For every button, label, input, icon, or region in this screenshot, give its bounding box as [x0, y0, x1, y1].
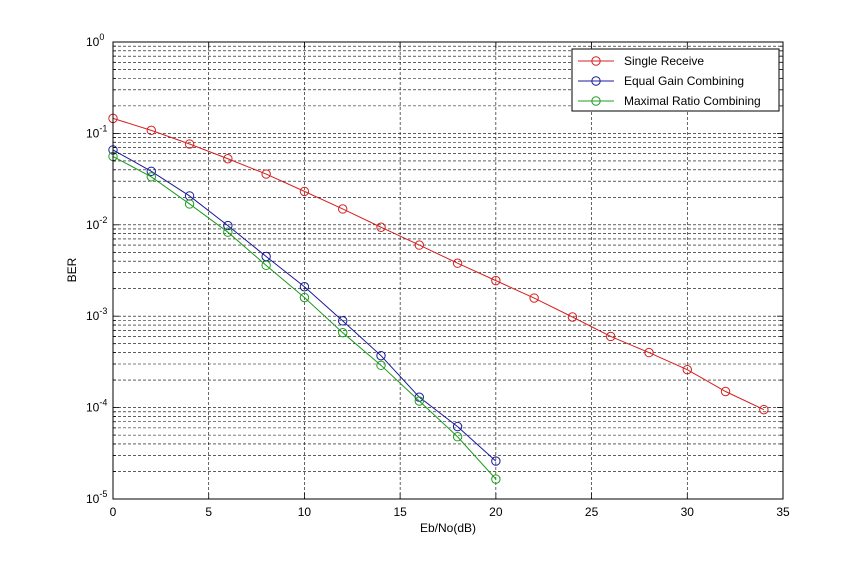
data-point	[376, 350, 386, 361]
data-point	[338, 204, 348, 214]
x-axis-label: Eb/No(dB)	[420, 521, 476, 535]
data-point	[146, 125, 156, 136]
x-tick-label: 15	[393, 505, 407, 519]
series-0	[108, 113, 769, 415]
x-tick-label: 0	[110, 505, 117, 519]
data-point	[491, 275, 501, 286]
series-layer	[108, 113, 769, 484]
data-point	[184, 139, 195, 149]
data-point	[261, 260, 271, 271]
x-tick-label: 35	[776, 505, 790, 519]
data-point	[452, 421, 463, 432]
data-point	[414, 396, 424, 406]
data-point	[529, 293, 539, 303]
legend-swatch-marker	[591, 76, 601, 86]
grid-lines	[113, 42, 783, 499]
data-point	[184, 199, 195, 209]
data-point	[414, 240, 424, 250]
data-point	[759, 404, 769, 415]
legend-item: Maximal Ratio Combining	[578, 94, 761, 108]
data-point	[376, 360, 386, 371]
y-tick-exponent: -3	[99, 306, 107, 316]
legend-item: Equal Gain Combining	[578, 74, 744, 88]
data-point	[338, 316, 348, 326]
x-tick-label: 20	[489, 505, 503, 519]
data-point	[146, 172, 156, 182]
plot-frame	[112, 41, 784, 500]
data-point	[146, 166, 156, 176]
data-point	[491, 474, 501, 484]
x-tick-label: 10	[298, 505, 312, 519]
x-tick-label: 25	[585, 505, 599, 519]
data-point	[644, 347, 654, 358]
y-tick-exponent: -4	[99, 398, 107, 408]
data-point	[338, 327, 348, 338]
data-point	[223, 154, 233, 164]
y-tick-exponent: -2	[99, 215, 107, 225]
x-tick-label: 5	[205, 505, 212, 519]
legend-label: Maximal Ratio Combining	[624, 94, 761, 108]
series-2	[108, 151, 501, 484]
plot-area	[113, 42, 783, 499]
legend-swatch-marker	[591, 56, 601, 66]
y-axis-label: BER	[65, 257, 79, 282]
legend: Single Receive Equal Gain Combining Maxima…	[571, 48, 780, 112]
legend-label: Equal Gain Combining	[624, 74, 744, 88]
data-point	[682, 364, 692, 375]
series-line	[112, 149, 497, 462]
legend-item: Single Receive	[578, 54, 704, 68]
data-point	[261, 169, 271, 179]
data-point	[299, 186, 310, 197]
data-point	[606, 331, 616, 342]
y-tick-exponent: 0	[99, 32, 104, 42]
data-point	[223, 220, 233, 231]
legend-label: Single Receive	[624, 54, 704, 68]
series-line	[112, 155, 497, 480]
data-point	[720, 386, 731, 397]
data-point	[299, 292, 310, 303]
series-line	[112, 117, 765, 411]
data-point	[567, 312, 578, 322]
data-point	[299, 282, 310, 292]
y-tick-exponent: -1	[99, 123, 107, 133]
data-point	[223, 227, 233, 237]
x-tick-label: 30	[681, 505, 695, 519]
data-point	[491, 456, 501, 466]
data-point	[376, 222, 386, 232]
legend-swatch-marker	[591, 96, 601, 106]
data-point	[452, 258, 463, 268]
y-tick-exponent: -5	[99, 489, 107, 499]
series-1	[108, 145, 501, 466]
data-point	[452, 432, 463, 442]
